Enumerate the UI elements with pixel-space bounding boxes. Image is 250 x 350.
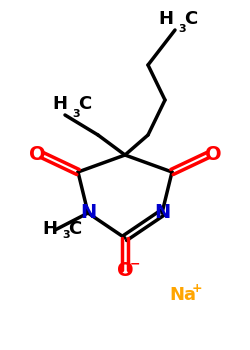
Text: C: C bbox=[78, 95, 91, 113]
Text: O: O bbox=[29, 146, 45, 164]
Text: Na: Na bbox=[170, 286, 196, 304]
Text: N: N bbox=[80, 203, 96, 223]
Text: H: H bbox=[42, 220, 57, 238]
Text: 3: 3 bbox=[72, 109, 80, 119]
Text: O: O bbox=[117, 260, 133, 280]
Text: H: H bbox=[52, 95, 67, 113]
Text: C: C bbox=[184, 10, 197, 28]
Text: 3: 3 bbox=[178, 24, 186, 34]
Text: C: C bbox=[68, 220, 81, 238]
Text: 3: 3 bbox=[62, 230, 70, 240]
Text: O: O bbox=[205, 146, 221, 164]
Text: N: N bbox=[154, 203, 170, 223]
Text: −: − bbox=[130, 258, 140, 271]
Text: +: + bbox=[192, 281, 202, 294]
Text: H: H bbox=[158, 10, 173, 28]
